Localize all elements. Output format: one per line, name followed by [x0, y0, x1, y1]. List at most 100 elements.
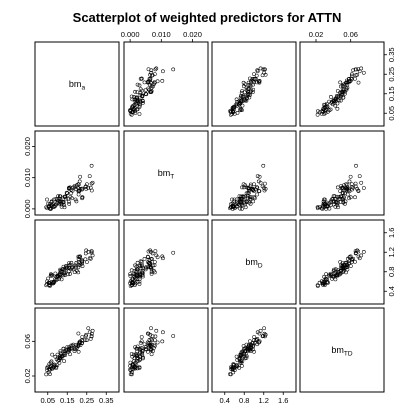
tick-label: 1.2: [259, 396, 269, 405]
data-point: [245, 87, 250, 91]
data-point: [85, 182, 89, 187]
data-point: [147, 264, 152, 269]
data-point: [248, 342, 253, 347]
data-point: [147, 82, 152, 87]
data-point: [147, 343, 152, 348]
data-point: [242, 199, 247, 204]
data-point: [130, 365, 134, 369]
tick-label: 0.02: [309, 30, 324, 39]
data-point: [142, 257, 147, 261]
data-point: [251, 343, 256, 348]
data-point: [152, 72, 157, 76]
data-point: [76, 254, 81, 259]
data-point: [356, 254, 361, 259]
data-point: [343, 199, 348, 204]
data-point: [255, 192, 259, 197]
data-point: [72, 263, 77, 268]
data-point: [350, 72, 354, 76]
tick-label: 0.020: [23, 137, 32, 156]
data-point: [84, 187, 89, 191]
data-point: [338, 80, 343, 85]
data-point: [83, 185, 88, 189]
data-point: [68, 185, 72, 190]
data-point: [356, 249, 361, 254]
data-point: [61, 200, 66, 204]
panel-frame: [34, 307, 120, 393]
data-point: [251, 188, 255, 193]
data-point: [246, 186, 251, 191]
data-point: [137, 366, 142, 370]
data-point: [76, 182, 81, 187]
data-point: [132, 109, 137, 114]
data-point: [155, 79, 160, 84]
data-point: [335, 94, 339, 98]
panel-frame: [34, 130, 120, 216]
data-point: [354, 163, 358, 168]
data-point: [146, 254, 150, 259]
data-point: [361, 250, 366, 254]
data-point: [139, 335, 144, 339]
variable-label: bmT: [158, 168, 175, 181]
data-point: [248, 89, 253, 94]
data-point: [72, 349, 77, 353]
data-point: [240, 99, 245, 104]
data-point: [355, 72, 360, 77]
data-point: [130, 354, 135, 359]
data-point: [353, 249, 358, 253]
data-point: [263, 187, 268, 191]
data-point: [80, 335, 85, 339]
data-point: [76, 349, 81, 354]
data-point: [76, 186, 81, 191]
chart-title: Scatterplot of weighted predictors for A…: [73, 10, 342, 25]
data-point: [140, 351, 144, 355]
data-point: [59, 202, 64, 207]
data-point: [322, 109, 327, 114]
data-point: [138, 259, 143, 264]
data-point: [235, 364, 240, 369]
data-point: [149, 68, 154, 73]
data-point: [254, 73, 259, 78]
data-point: [327, 206, 332, 211]
tick-label: 1.6: [387, 228, 396, 238]
data-point: [86, 326, 91, 331]
data-point: [83, 334, 88, 339]
data-point: [134, 264, 139, 269]
data-point: [242, 94, 246, 99]
data-point: [257, 340, 261, 345]
data-point: [254, 185, 259, 189]
data-point: [338, 90, 343, 95]
data-point: [319, 206, 324, 211]
data-point: [248, 76, 252, 81]
data-point: [331, 194, 336, 198]
data-point: [146, 265, 151, 270]
data-point: [138, 346, 143, 351]
data-point: [263, 181, 267, 186]
tick-label: 0.35: [387, 47, 396, 62]
data-point: [74, 187, 79, 192]
data-point: [248, 182, 253, 187]
data-point: [130, 105, 134, 110]
data-point: [230, 105, 235, 110]
data-point: [138, 77, 143, 81]
data-point: [74, 268, 79, 273]
data-point: [247, 200, 252, 205]
data-point: [353, 76, 357, 81]
data-point: [324, 204, 329, 209]
data-point: [154, 66, 159, 71]
data-point: [335, 89, 340, 93]
variable-label: bmTD: [331, 345, 352, 358]
data-point: [350, 182, 354, 187]
data-point: [146, 79, 151, 84]
data-point: [148, 80, 153, 85]
data-point: [252, 77, 257, 81]
data-point: [239, 350, 244, 354]
data-point: [89, 181, 94, 186]
data-point: [353, 67, 358, 72]
data-point: [66, 196, 71, 201]
data-point: [335, 201, 340, 205]
data-point: [342, 268, 346, 273]
data-point: [324, 207, 328, 211]
data-point: [232, 197, 237, 202]
data-point: [140, 94, 144, 99]
data-point: [148, 90, 153, 94]
